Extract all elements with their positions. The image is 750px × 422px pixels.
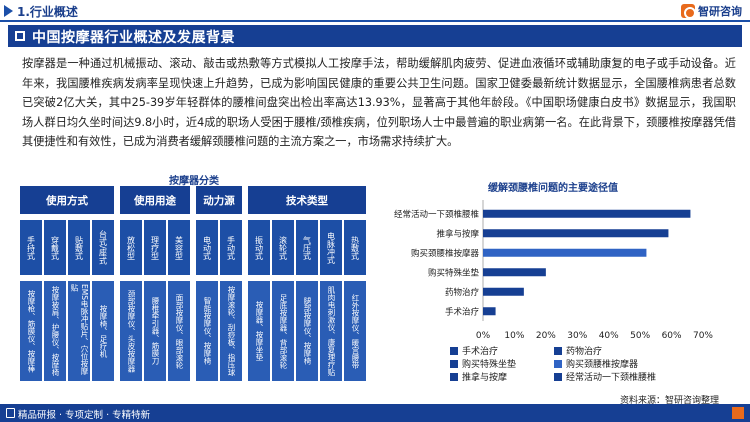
bar — [483, 209, 691, 218]
footer-bar: 精品研报 · 专项定制 · 专精特新 — [0, 404, 750, 422]
type-cell: 放松型 — [120, 220, 142, 275]
top-divider — [0, 20, 750, 22]
example-cell: 腰椎牵引器、筋膜刀 — [144, 281, 166, 381]
x-tick-label: 40% — [599, 331, 619, 341]
legend-label: 推拿与按摩 — [462, 373, 508, 383]
diagram-title: 按摩器分类 — [169, 176, 219, 187]
legend-swatch — [554, 359, 562, 368]
x-tick-label: 70% — [693, 331, 713, 341]
example-cell: 按摩枪、筋膜仪、按摩棒 — [20, 281, 42, 381]
footer-text: 精品研报 · 专项定制 · 专精特新 — [18, 410, 151, 421]
example-cell: EMS电脉冲贴片、穴位按摩贴 — [68, 281, 90, 381]
title-banner: 中国按摩器行业概述及发展背景 — [8, 25, 742, 47]
square-icon — [15, 31, 25, 41]
category-label: 经常活动一下颈椎腰椎 — [394, 209, 480, 220]
type-cell: 穿戴式 — [44, 220, 66, 275]
category-label: 购买颈腰椎按摩器 — [411, 248, 480, 259]
example-cell: 按摩滚轮、刮痧板、指压球 — [220, 281, 242, 381]
source-note: 资料来源：智研咨询整理 — [620, 396, 720, 406]
category-header: 使用用途 — [120, 186, 190, 214]
legend-label: 购买颈腰椎按摩器 — [566, 360, 639, 370]
brand-mark-icon — [681, 4, 696, 19]
bar — [483, 248, 647, 257]
legend-swatch — [450, 346, 458, 355]
x-tick-label: 20% — [536, 331, 556, 341]
example-cell: 颈部按摩仪、头皮按摩器 — [120, 281, 142, 381]
x-tick-label: 0% — [476, 331, 491, 341]
type-cell: 手持式 — [20, 220, 42, 275]
example-cell: 按摩披肩、护腰仪、按摩椅 — [44, 281, 66, 381]
chart-title: 缓解颈腰椎问题的主要途径值 — [488, 183, 618, 194]
type-cell: 滚轮式 — [272, 220, 294, 275]
report-icon — [6, 408, 15, 418]
legend-item: 推拿与按摩 — [450, 370, 507, 383]
legend-swatch — [450, 372, 458, 381]
bar — [483, 287, 524, 296]
legend-item: 购买颈腰椎按摩器 — [554, 357, 638, 370]
x-tick-label: 50% — [630, 331, 650, 341]
example-cell: 智能按摩仪、按摩椅 — [196, 281, 218, 381]
type-cell: 理疗型 — [144, 220, 166, 275]
example-cell: 面部按摩仪、眼部滚轮 — [168, 281, 190, 381]
x-tick-label: 10% — [504, 331, 524, 341]
brand-logo: 智研咨询 — [681, 3, 742, 19]
page-title: 中国按摩器行业概述及发展背景 — [32, 30, 235, 46]
type-cell: 手动式 — [220, 220, 242, 275]
legend-swatch — [554, 372, 562, 381]
classification-diagram: 使用方式手持式按摩枪、筋膜仪、按摩棒 穿戴式按摩披肩、护腰仪、按摩椅 贴敷式 EMS电… — [20, 186, 368, 386]
type-cell: 美容型 — [168, 220, 190, 275]
example-cell: 足底按摩器、背部滚轮 — [272, 281, 294, 381]
legend-swatch — [450, 359, 458, 368]
type-cell: 电脉冲式 — [320, 220, 342, 275]
category-header: 技术类型 — [248, 186, 366, 214]
logo-text: 智研咨询 — [698, 5, 742, 18]
category-label: 手术治疗 — [445, 306, 480, 317]
bar — [483, 229, 669, 238]
legend-item: 经常活动一下颈椎腰椎 — [554, 370, 656, 383]
category-header: 动力源 — [196, 186, 242, 214]
type-cell: 贴敷式 — [68, 220, 90, 275]
legend-label: 经常活动一下颈椎腰椎 — [566, 373, 657, 383]
triangle-icon — [4, 5, 13, 17]
example-cell: 红外按摩仪、暖宫腰带 — [344, 281, 366, 381]
example-cell: 按摩椅、足疗机 — [92, 281, 114, 381]
example-cell: 按摩器、按摩坐垫 — [248, 281, 270, 381]
bar — [483, 307, 496, 316]
type-cell: 气压式 — [296, 220, 318, 275]
type-cell: 电动式 — [196, 220, 218, 275]
category-label: 推拿与按摩 — [436, 228, 479, 239]
x-tick-label: 60% — [662, 331, 682, 341]
category-label: 药物治疗 — [445, 287, 480, 298]
type-cell: 振动式 — [248, 220, 270, 275]
legend-item: 购买特殊坐垫 — [450, 357, 516, 370]
category-label: 购买特殊坐垫 — [428, 267, 480, 278]
category-header: 使用方式 — [20, 186, 114, 214]
legend-swatch — [554, 346, 562, 355]
type-cell: 台式/座式 — [92, 220, 114, 275]
legend-item: 药物治疗 — [554, 344, 602, 357]
x-tick-label: 30% — [567, 331, 587, 341]
legend-label: 药物治疗 — [566, 347, 603, 357]
page-marker-icon — [732, 407, 744, 419]
example-cell: 腿部按摩仪、按摩椅 — [296, 281, 318, 381]
legend-label: 手术治疗 — [462, 347, 499, 357]
section-title: 1.行业概述 — [17, 5, 78, 19]
legend-item: 手术治疗 — [450, 344, 498, 357]
bar — [483, 268, 546, 277]
intro-paragraph: 按摩器是一种通过机械振动、滚动、敲击或热敷等方式模拟人工按摩手法，帮助缓解肌肉疲… — [22, 57, 736, 148]
top-bar: 1.行业概述 智研咨询 — [0, 0, 750, 22]
example-cell: 肌肉电刺激仪、康复理疗贴 — [320, 281, 342, 381]
type-cell: 热敷式 — [344, 220, 366, 275]
legend-label: 购买特殊坐垫 — [462, 360, 517, 370]
